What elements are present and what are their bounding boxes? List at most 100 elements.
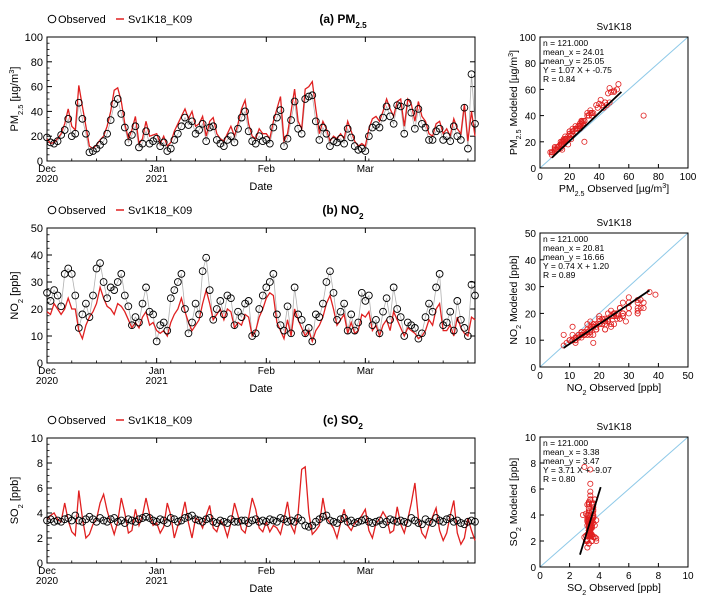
observed-point: [407, 108, 416, 117]
x-tick-label: 2020: [36, 376, 59, 387]
observed-point: [400, 332, 409, 340]
scatter-x-tick-label: 2: [567, 571, 573, 582]
observed-point: [287, 329, 295, 338]
observed-point: [96, 259, 104, 267]
observed-point: [202, 253, 211, 262]
observed-point: [357, 516, 366, 525]
scatter-title: Sv1K18: [596, 22, 631, 33]
observed-point: [382, 294, 391, 303]
observed-point: [283, 302, 292, 311]
observed-point: [53, 137, 62, 146]
observed-point: [368, 321, 377, 330]
scatter-x-tick-label: 10: [564, 371, 576, 382]
observed-point: [138, 299, 147, 308]
observed-point: [471, 517, 479, 526]
observed-point: [43, 133, 51, 142]
observed-point: [113, 95, 122, 103]
observed-point: [244, 297, 253, 305]
observed-point: [60, 515, 69, 524]
observed-point: [414, 105, 423, 113]
observed-point: [191, 515, 200, 524]
regression-line: [551, 91, 623, 159]
observed-point: [205, 286, 214, 294]
observed-point: [220, 142, 228, 150]
ts-xlabel: Date: [249, 181, 272, 193]
observed-point: [152, 337, 161, 346]
scatter-point: [579, 512, 586, 519]
scatter-x-tick-label: 20: [594, 371, 606, 382]
observed-point: [244, 127, 253, 136]
scatter-ylabel: NO2 Modeled [ppb]: [508, 255, 523, 344]
observed-point: [166, 514, 175, 522]
observed-point: [311, 117, 320, 126]
observed-point: [400, 129, 409, 138]
y-tick-label: 20: [31, 131, 43, 143]
observed-point: [74, 516, 83, 525]
observed-point: [120, 123, 129, 132]
stats-line: R = 0.84: [543, 74, 576, 84]
scatter-point: [602, 326, 609, 333]
observed-point: [386, 315, 394, 324]
stats-line: mean_x = 3.38: [543, 447, 600, 457]
observed-point: [188, 318, 196, 327]
scatter-y-tick-label: 50: [525, 229, 537, 240]
scatter-point: [584, 515, 591, 522]
observed-point: [428, 519, 437, 527]
observed-point: [82, 129, 90, 138]
scatter-y-tick-label: 10: [525, 336, 537, 347]
scatter-point: [625, 310, 632, 317]
scatter-x-tick-label: 60: [623, 172, 635, 183]
scatter-point: [587, 492, 594, 499]
observed-point: [248, 516, 257, 525]
observed-point: [354, 318, 363, 327]
observed-point: [343, 517, 352, 526]
observed-point: [304, 92, 313, 101]
ts-plot-frame-a: [46, 36, 476, 162]
y-tick-label: 2: [37, 533, 43, 545]
observed-series-line: [46, 74, 476, 153]
observed-point: [166, 294, 175, 303]
scatter-point: [594, 104, 601, 111]
observed-point: [174, 278, 182, 286]
scatter-point: [605, 90, 612, 97]
observed-point: [403, 519, 412, 527]
observed-point: [396, 102, 405, 111]
observed-point: [110, 100, 119, 108]
observed-point: [449, 517, 458, 526]
observed-point: [460, 103, 469, 112]
scatter-x-tick-label: 80: [653, 172, 665, 183]
observed-point: [142, 512, 150, 521]
observed-point: [301, 329, 310, 338]
scatter-point: [569, 130, 576, 137]
observed-point: [386, 112, 394, 121]
legend-model-label: Sv1K18_K09: [128, 205, 192, 217]
scatter-plot-frame-a: [539, 36, 689, 169]
observed-point: [46, 297, 55, 305]
observed-point: [184, 512, 193, 521]
scatter-point: [581, 463, 588, 470]
observed-point: [457, 519, 465, 527]
observed-point: [340, 299, 348, 308]
scatter-y-tick-label: 40: [525, 256, 537, 267]
observed-point: [290, 283, 299, 292]
observed-point: [365, 291, 373, 300]
observed-point: [212, 305, 221, 313]
observed-point: [354, 145, 363, 154]
observed-point: [428, 307, 437, 316]
observed-point: [128, 321, 136, 330]
x-tick-label: Jan: [149, 164, 165, 175]
scatter-point: [566, 130, 573, 137]
observed-point: [460, 324, 469, 332]
observed-point: [135, 318, 143, 327]
observed-point: [290, 97, 299, 106]
observed-point: [237, 516, 246, 525]
observed-point: [205, 123, 214, 132]
scatter-point: [625, 294, 632, 301]
observed-point: [120, 291, 129, 300]
scatter-point: [560, 331, 567, 338]
observed-point: [322, 511, 331, 520]
observed-point: [297, 516, 306, 525]
observed-point: [152, 134, 161, 143]
scatter-point: [613, 86, 620, 93]
